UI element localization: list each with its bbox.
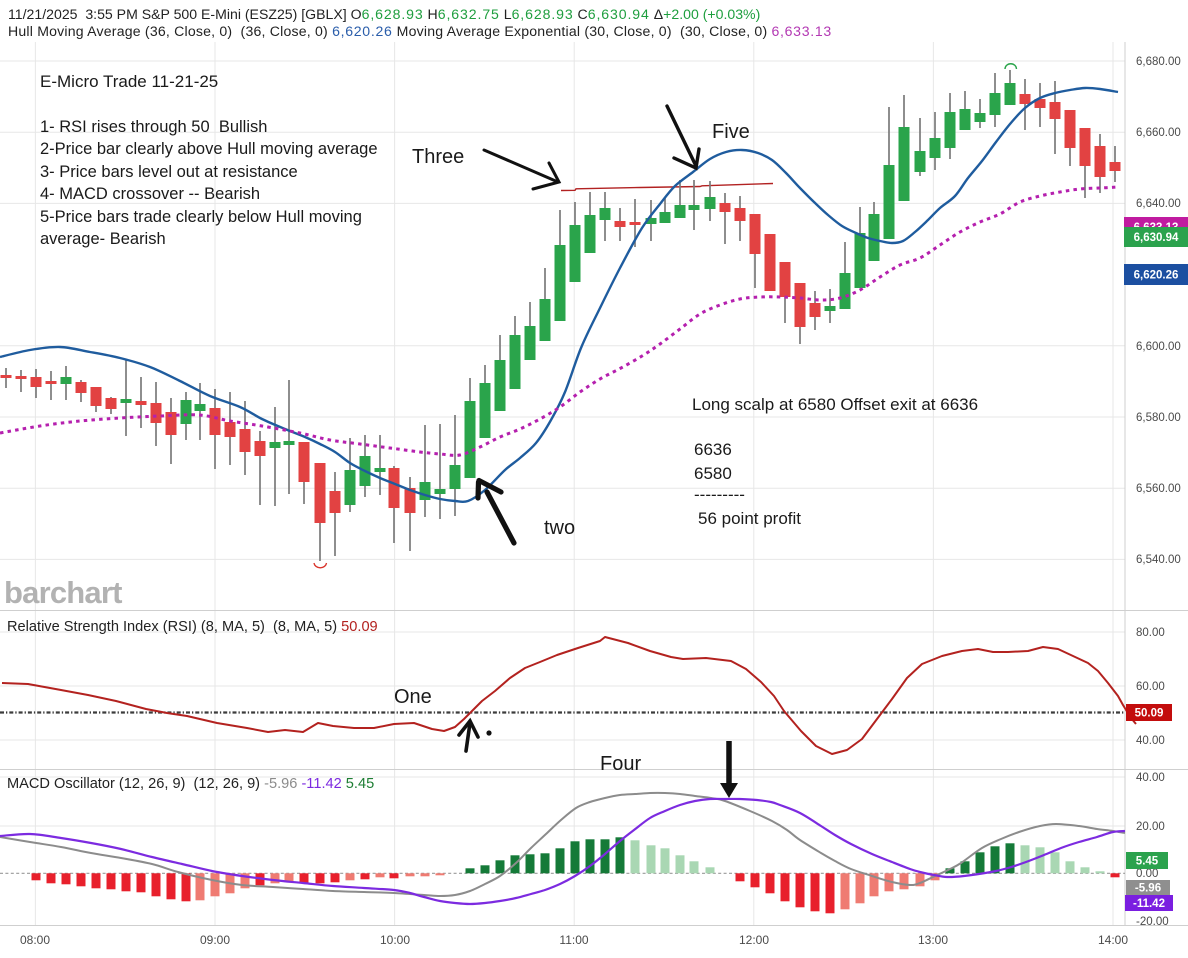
svg-text:80.00: 80.00 (1136, 627, 1165, 639)
svg-text:MACD Oscillator (12, 26, 9) (: MACD Oscillator (12, 26, 9) (12, 26, 9) … (7, 776, 374, 792)
svg-text:6580: 6580 (694, 464, 732, 483)
svg-text:09:00: 09:00 (200, 933, 230, 947)
svg-text:10:00: 10:00 (380, 933, 410, 947)
svg-text:6,600.00: 6,600.00 (1136, 341, 1181, 353)
svg-text:20.00: 20.00 (1136, 821, 1165, 833)
svg-text:4- MACD crossover -- Bearish: 4- MACD crossover -- Bearish (40, 185, 260, 203)
svg-text:40.00: 40.00 (1136, 735, 1165, 747)
svg-text:5-Price bars trade clearly bel: 5-Price bars trade clearly below Hull mo… (40, 208, 362, 226)
svg-text:One: One (394, 686, 432, 708)
svg-text:50.09: 50.09 (1135, 708, 1164, 720)
svg-text:average- Bearish: average- Bearish (40, 230, 166, 248)
svg-text:6,580.00: 6,580.00 (1136, 412, 1181, 424)
svg-text:0.00: 0.00 (1136, 868, 1158, 880)
svg-text:Four: Four (600, 753, 641, 775)
svg-text:11/21/2025 3:55 PM S&P 500 E-: 11/21/2025 3:55 PM S&P 500 E-Mini (ESZ25… (8, 6, 760, 22)
svg-text:Hull Moving Average (36, Close: Hull Moving Average (36, Close, 0) (36, … (8, 23, 832, 39)
svg-text:40.00: 40.00 (1136, 772, 1165, 784)
svg-text:6636: 6636 (694, 440, 732, 459)
svg-text:56 point profit: 56 point profit (698, 509, 801, 528)
svg-text:6,640.00: 6,640.00 (1136, 198, 1181, 210)
svg-text:08:00: 08:00 (20, 933, 50, 947)
svg-text:6,660.00: 6,660.00 (1136, 127, 1181, 139)
svg-text:14:00: 14:00 (1098, 933, 1128, 947)
svg-text:11:00: 11:00 (559, 933, 588, 947)
svg-text:5.45: 5.45 (1136, 856, 1159, 868)
svg-text:3- Price bars level out at res: 3- Price bars level out at resistance (40, 163, 298, 181)
svg-text:6,680.00: 6,680.00 (1136, 56, 1181, 68)
svg-text:two: two (544, 517, 575, 539)
svg-text:60.00: 60.00 (1136, 681, 1165, 693)
svg-text:2-Price bar clearly above Hull: 2-Price bar clearly above Hull moving av… (40, 140, 378, 158)
svg-text:---------: --------- (694, 485, 745, 504)
svg-text:1- RSI rises through 50 Bulli: 1- RSI rises through 50 Bullish (40, 118, 267, 136)
svg-text:6,560.00: 6,560.00 (1136, 483, 1181, 495)
svg-text:E-Micro Trade 11-21-25: E-Micro Trade 11-21-25 (40, 72, 218, 91)
svg-text:barchart: barchart (4, 575, 122, 610)
svg-text:Three: Three (412, 146, 464, 168)
svg-text:12:00: 12:00 (739, 933, 769, 947)
svg-text:6,620.26: 6,620.26 (1134, 270, 1179, 282)
svg-text:-5.96: -5.96 (1135, 883, 1161, 895)
svg-text:-11.42: -11.42 (1133, 898, 1165, 910)
svg-text:6,540.00: 6,540.00 (1136, 554, 1181, 566)
svg-text:Five: Five (712, 121, 750, 143)
svg-text:Relative Strength Index (RSI): Relative Strength Index (RSI) (8, MA, 5)… (7, 619, 378, 635)
svg-text:-20.00: -20.00 (1136, 916, 1169, 928)
svg-text:Long scalp at 6580 Offset exit: Long scalp at 6580 Offset exit at 6636 (692, 395, 978, 414)
svg-text:13:00: 13:00 (918, 933, 948, 947)
svg-text:6,630.94: 6,630.94 (1134, 232, 1179, 244)
